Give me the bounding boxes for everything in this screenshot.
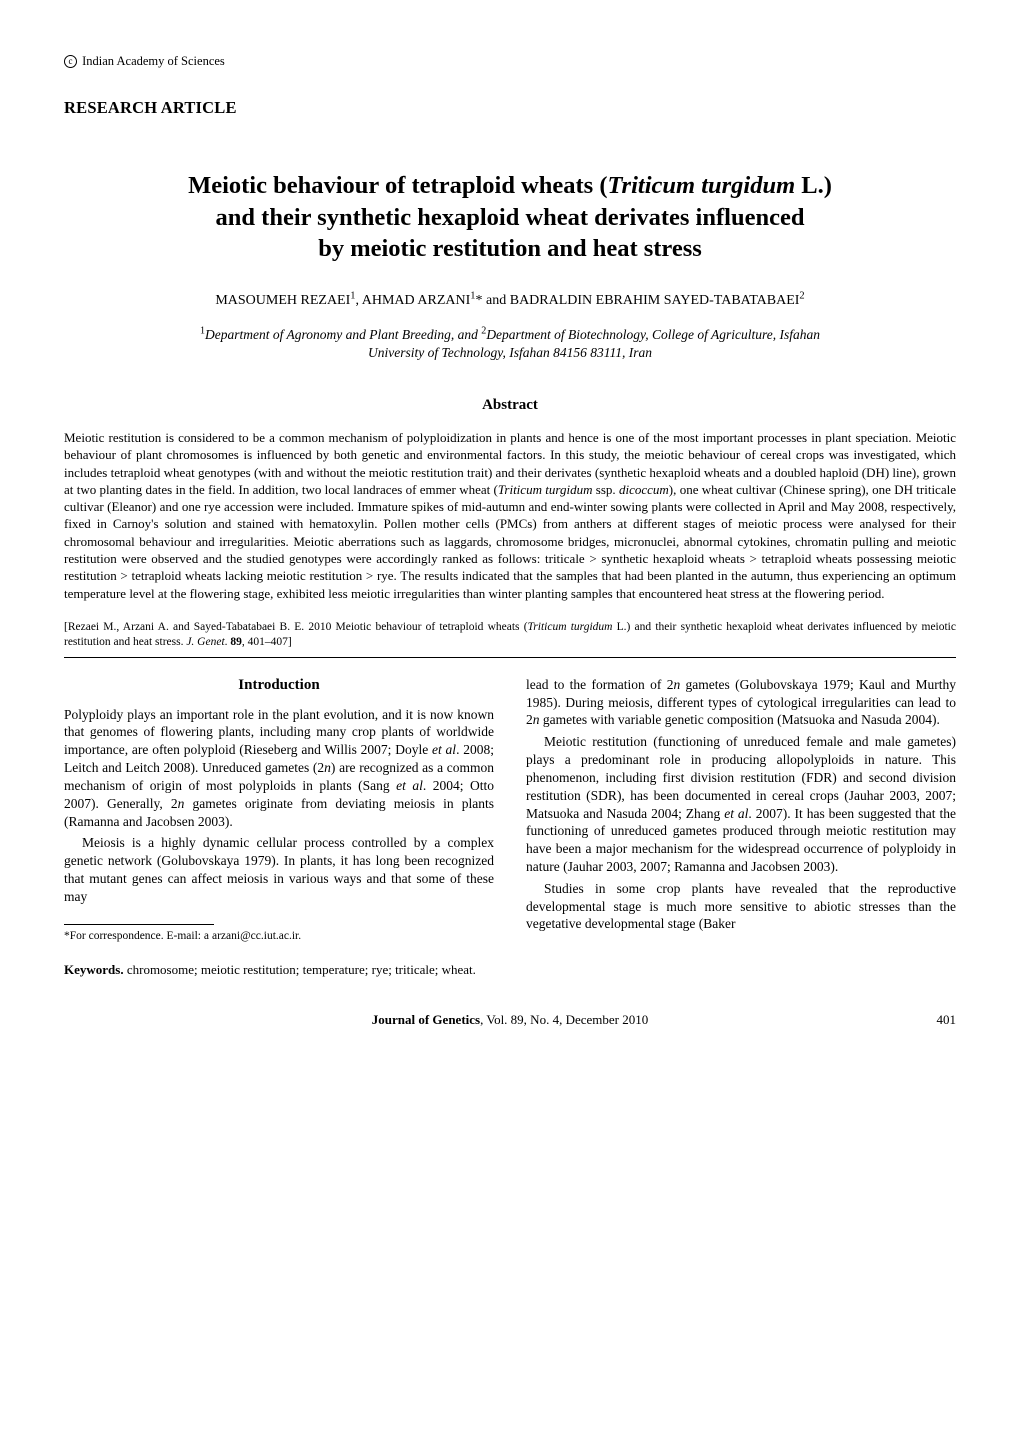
citation-a: [Rezaei M., Arzani A. and Sayed-Tabataba…	[64, 621, 528, 633]
citation-journal: J. Genet	[186, 636, 224, 648]
citation-d: , 401–407]	[242, 636, 292, 648]
col2-p2-b: et al	[724, 806, 748, 821]
column-right: lead to the formation of 2n gametes (Gol…	[526, 676, 956, 944]
introduction-heading: Introduction	[64, 676, 494, 696]
keywords-label: Keywords.	[64, 962, 124, 977]
title-line-2: and their synthetic hexaploid wheat deri…	[216, 204, 805, 231]
author-1: MASOUMEH REZAEI	[215, 293, 350, 308]
keywords-line: Keywords. chromosome; meiotic restitutio…	[64, 962, 956, 978]
col2-p1-e: gametes with variable genetic compositio…	[540, 712, 940, 727]
col2-paragraph-3: Studies in some crop plants have reveale…	[526, 880, 956, 933]
author-2-corr-star: *	[476, 293, 483, 308]
abstract-text: Meiotic restitution is considered to be …	[64, 429, 956, 602]
citation-species: Triticum turgidum	[528, 621, 613, 633]
abstract-species-1: Triticum turgidum	[498, 482, 593, 497]
affil-part-1: Department of Agronomy and Plant Breedin…	[205, 327, 481, 342]
abstract-species-2: dicoccum	[619, 482, 669, 497]
abstract-rule	[64, 657, 956, 658]
abstract-c: ), one wheat cultivar (Chinese spring), …	[64, 482, 956, 601]
copyright-line: c Indian Academy of Sciences	[64, 54, 956, 70]
col2-p1-d: n	[533, 712, 540, 727]
authors-line: MASOUMEH REZAEI1, AHMAD ARZANI1* and BAD…	[64, 292, 956, 310]
intro-p1-d: n	[324, 760, 331, 775]
author-sep-1: , AHMAD ARZANI	[356, 293, 471, 308]
intro-paragraph-1: Polyploidy plays an important role in th…	[64, 706, 494, 831]
citation-note: [Rezaei M., Arzani A. and Sayed-Tabataba…	[64, 620, 956, 651]
intro-p1-f: et al	[396, 778, 423, 793]
body-columns: Introduction Polyploidy plays an importa…	[64, 676, 956, 944]
title-species: Triticum turgidum	[608, 172, 796, 199]
intro-paragraph-2: Meiosis is a highly dynamic cellular pro…	[64, 834, 494, 905]
correspondence-footnote: *For correspondence. E-mail: aarzani@cc.…	[64, 929, 494, 944]
col2-paragraph-2: Meiotic restitution (functioning of unre…	[526, 733, 956, 876]
abstract-b: ssp.	[592, 482, 619, 497]
title-line-1a: Meiotic behaviour of tetraploid wheats (	[188, 172, 607, 199]
copyright-text: Indian Academy of Sciences	[82, 54, 225, 68]
title-line-1b: L.)	[795, 172, 832, 199]
article-type: RESEARCH ARTICLE	[64, 98, 956, 119]
citation-vol: 89	[230, 636, 242, 648]
col2-p1-a: lead to the formation of 2	[526, 677, 673, 692]
copyright-icon: c	[64, 55, 77, 68]
footer-center: Journal of Genetics, Vol. 89, No. 4, Dec…	[124, 1012, 896, 1028]
footnote-rule	[64, 924, 214, 925]
affil-part-3: University of Technology, Isfahan 84156 …	[368, 345, 652, 360]
footnote-b: arzani@cc.iut.ac.ir.	[212, 930, 301, 942]
affil-part-2: Department of Biotechnology, College of …	[486, 327, 820, 342]
author-3-affil-sup: 2	[799, 291, 804, 302]
column-left: Introduction Polyploidy plays an importa…	[64, 676, 494, 944]
title-line-3: by meiotic restitution and heat stress	[318, 235, 702, 262]
page-footer: Journal of Genetics, Vol. 89, No. 4, Dec…	[64, 1012, 956, 1028]
intro-p1-a: Polyploidy plays an important role in th…	[64, 707, 494, 758]
footer-issue: , Vol. 89, No. 4, December 2010	[480, 1012, 648, 1027]
article-title: Meiotic behaviour of tetraploid wheats (…	[100, 170, 920, 264]
footer-journal: Journal of Genetics	[372, 1012, 480, 1027]
abstract-heading: Abstract	[64, 396, 956, 415]
page-number: 401	[896, 1012, 956, 1028]
affiliation-block: 1Department of Agronomy and Plant Breedi…	[100, 326, 920, 362]
keywords-text: chromosome; meiotic restitution; tempera…	[124, 962, 476, 977]
col2-paragraph-1: lead to the formation of 2n gametes (Gol…	[526, 676, 956, 729]
footnote-a: *For correspondence. E-mail: a	[64, 930, 209, 942]
intro-p1-b: et al	[432, 742, 456, 757]
author-sep-2: and BADRALDIN EBRAHIM SAYED-TABATABAEI	[483, 293, 800, 308]
